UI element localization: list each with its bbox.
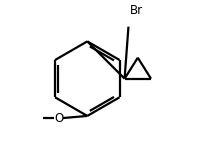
Text: O: O (54, 112, 63, 125)
Text: Br: Br (130, 4, 143, 17)
